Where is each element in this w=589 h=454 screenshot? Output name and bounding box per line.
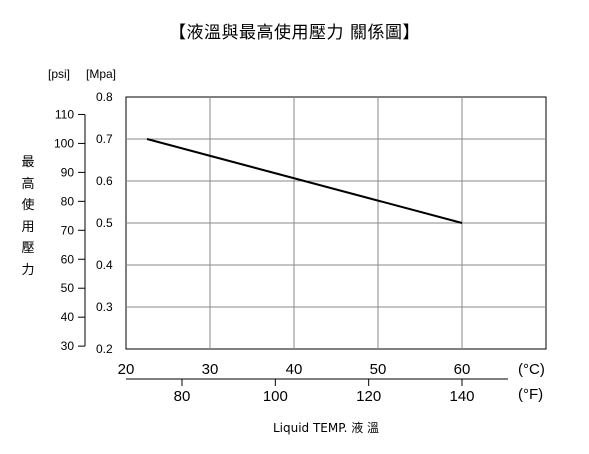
y-tick-label-mpa: 0.4 bbox=[96, 258, 113, 272]
y-tick-label-psi: 100 bbox=[54, 136, 74, 150]
y-tick-label-psi: 90 bbox=[61, 165, 75, 179]
x-tick-label-f: 140 bbox=[449, 388, 474, 405]
x-tick-label-c: 50 bbox=[370, 361, 387, 378]
x-tick-label-f: 100 bbox=[263, 388, 288, 405]
y-tick-label-mpa: 0.2 bbox=[96, 342, 113, 356]
data-series-line bbox=[146, 138, 463, 224]
x-primary-unit-label: (°C) bbox=[518, 361, 545, 378]
chart-title: 【液溫與最高使用壓力 關係圖】 bbox=[169, 23, 420, 43]
y-tick-label-psi: 50 bbox=[61, 281, 75, 295]
y-tick-label-psi: 110 bbox=[55, 107, 74, 121]
y-tick-label-psi: 70 bbox=[61, 223, 75, 237]
x-tick-label-c: 20 bbox=[118, 361, 135, 378]
x-axis-label: Liquid TEMP. 液 溫 bbox=[272, 421, 380, 435]
y-tick-label-psi: 80 bbox=[61, 194, 75, 208]
y-tick-label-mpa: 0.5 bbox=[96, 216, 113, 230]
y-tick-label-psi: 60 bbox=[61, 252, 75, 266]
x-secondary-unit-label: (°F) bbox=[518, 386, 543, 403]
x-tick-label-f: 80 bbox=[174, 388, 191, 405]
x-tick-label-c: 30 bbox=[202, 361, 219, 378]
y-tick-label-mpa: 0.8 bbox=[96, 90, 113, 104]
y-tick-label-psi: 40 bbox=[61, 310, 75, 324]
y-secondary-unit-label: [psi] bbox=[48, 67, 70, 81]
y-tick-label-mpa: 0.3 bbox=[96, 300, 113, 314]
x-tick-label-c: 40 bbox=[286, 361, 303, 378]
y-primary-unit-label: [Mpa] bbox=[86, 67, 116, 81]
x-tick-label-c: 60 bbox=[454, 361, 471, 378]
y-tick-label-mpa: 0.7 bbox=[96, 132, 113, 146]
y-tick-label-mpa: 0.6 bbox=[96, 174, 113, 188]
y-axis-label: 最高使用壓力 bbox=[21, 155, 35, 278]
x-tick-label-f: 120 bbox=[356, 388, 381, 405]
y-tick-label-psi: 30 bbox=[61, 339, 75, 353]
